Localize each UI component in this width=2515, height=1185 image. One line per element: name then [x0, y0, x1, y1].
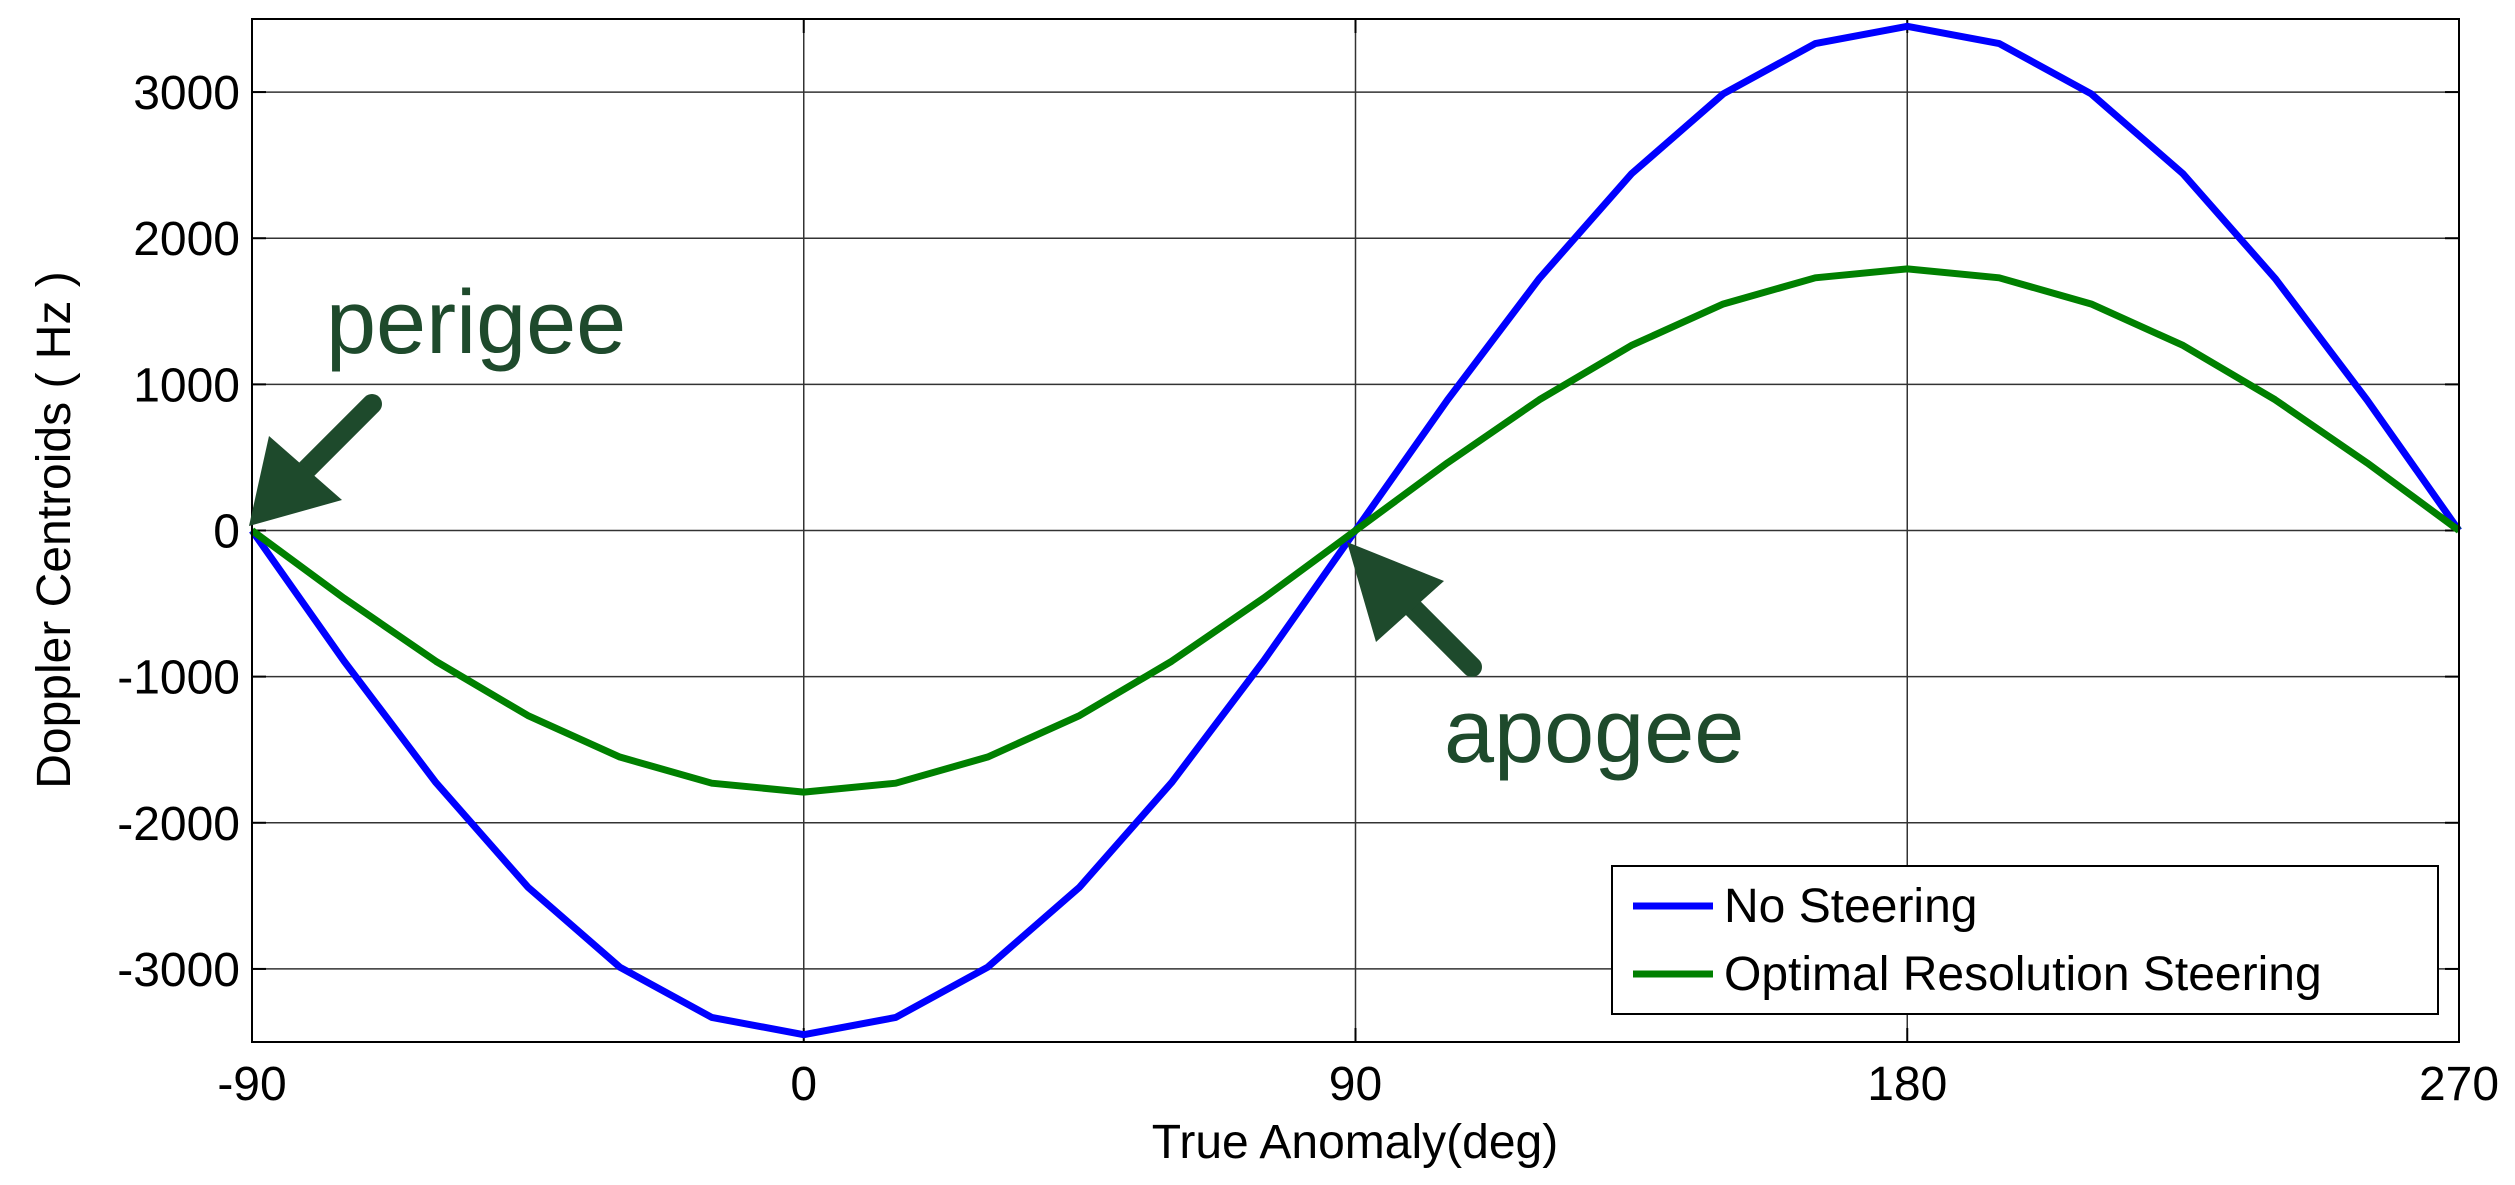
lines [249, 22, 2462, 1039]
arrow-head [249, 436, 342, 526]
y-tick-label: -3000 [117, 944, 240, 997]
x-axis-label: True Anomaly(deg) [1152, 1116, 1558, 1169]
legend-label: No Steering [1724, 880, 1977, 933]
x-tick-label: 180 [1867, 1058, 1947, 1111]
series-line [249, 265, 2462, 796]
y-tick-label: -2000 [117, 798, 240, 851]
legend: No Steering Optimal Resolution Steering [1611, 865, 2439, 1015]
y-tick-label: 2000 [133, 213, 240, 266]
arrow-head [1347, 542, 1444, 642]
y-tick-label: 1000 [133, 359, 240, 412]
annotation: apogee [1444, 682, 1744, 782]
perigee-arrow [249, 394, 382, 526]
x-tick-label: 270 [2419, 1058, 2499, 1111]
y-tick-label: 0 [213, 506, 240, 559]
x-tick-label: 0 [790, 1058, 817, 1111]
arrow-shaft [286, 394, 382, 490]
apogee-arrow [1347, 542, 1482, 677]
legend-label: Optimal Resolution Steering [1724, 948, 2322, 1001]
x-tick-label: -90 [217, 1058, 286, 1111]
y-tick-label: -1000 [117, 652, 240, 705]
y-tick-label: 3000 [133, 67, 240, 120]
legend-box [1611, 865, 2439, 1015]
annotation: perigee [326, 273, 626, 373]
x-tick-label: 90 [1329, 1058, 1382, 1111]
y-axis-label: Doppler Centroids ( Hz ) [28, 271, 81, 789]
plot-frame [251, 18, 2460, 1043]
